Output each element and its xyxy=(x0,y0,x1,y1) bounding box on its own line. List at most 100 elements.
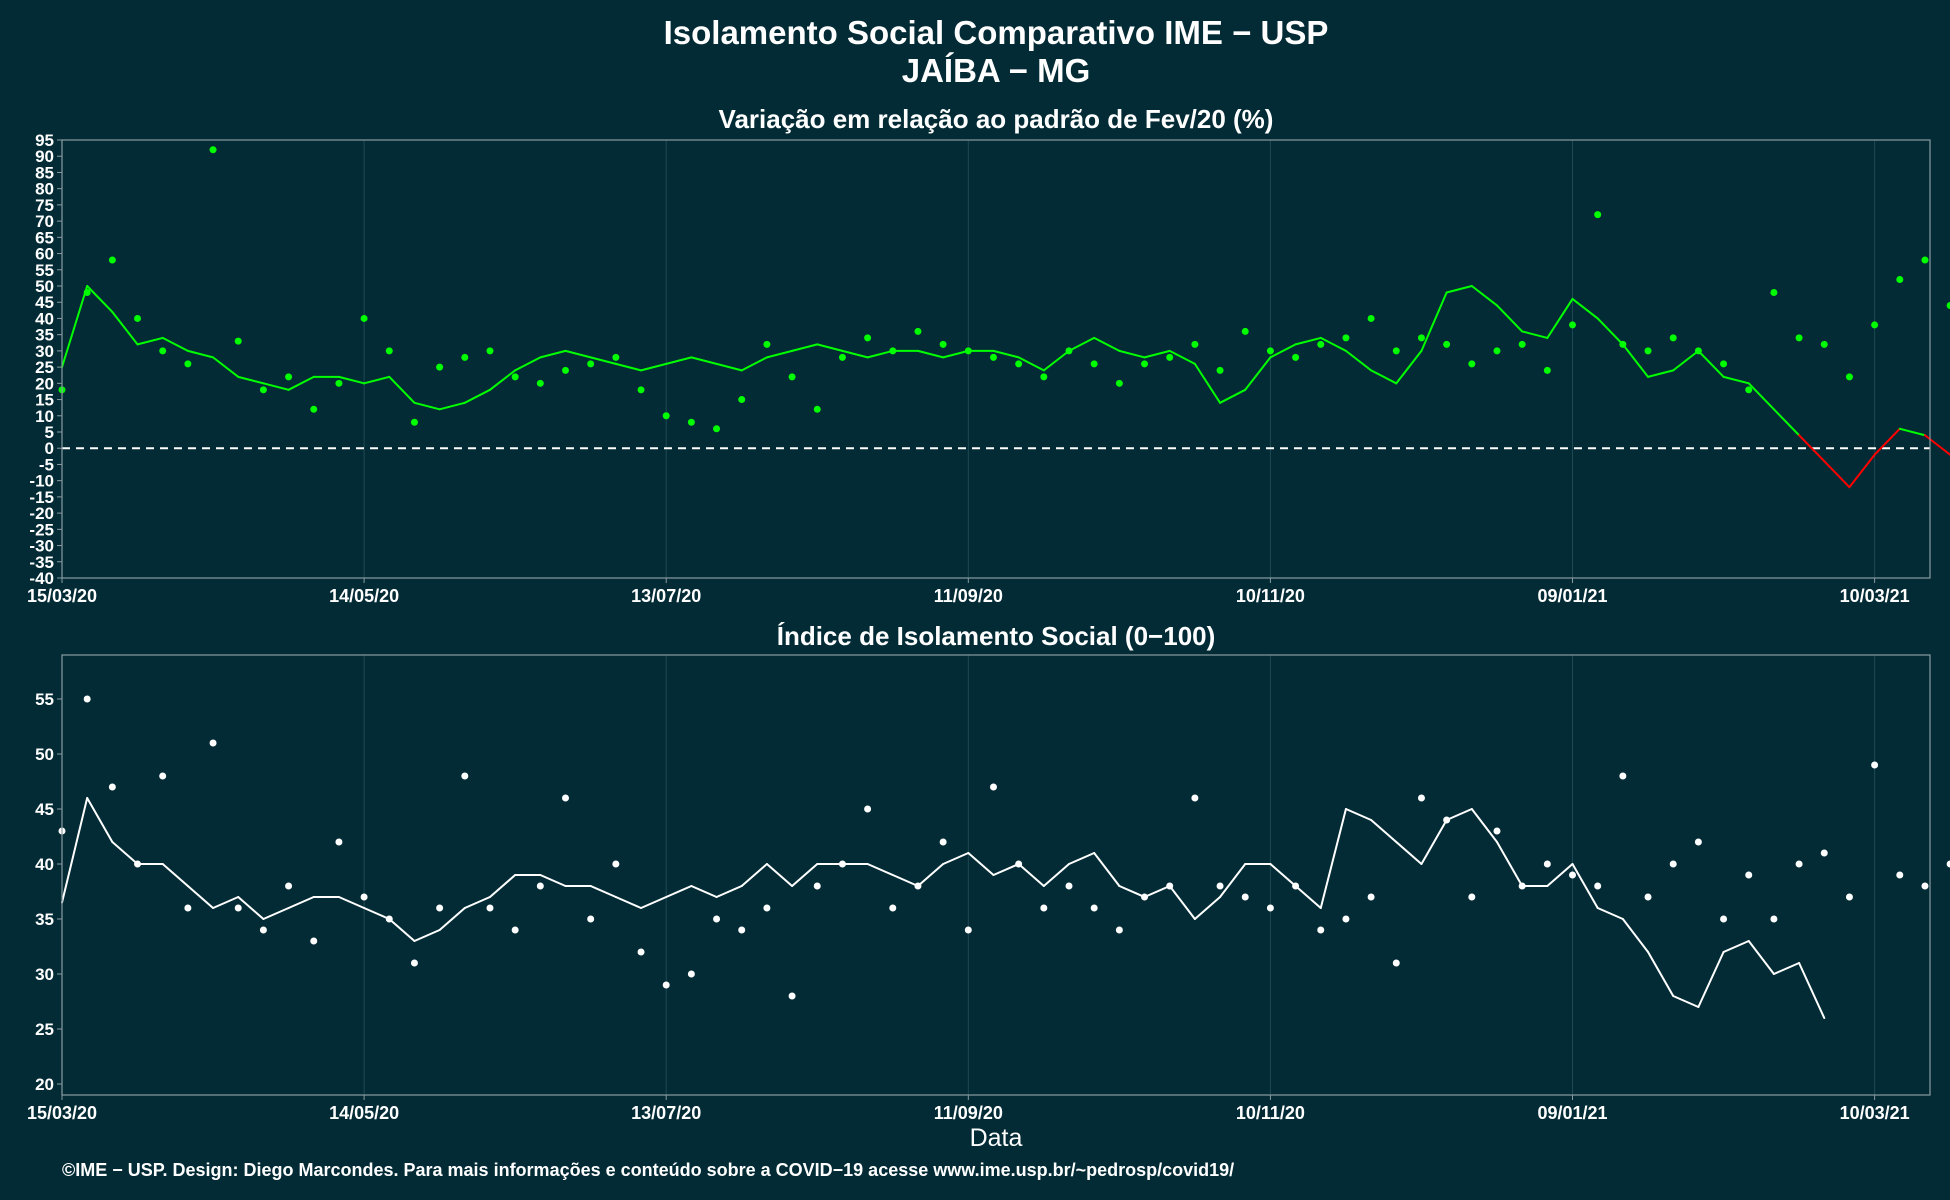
bottom-moving-average-segment xyxy=(690,885,718,898)
bottom-data-point xyxy=(1745,871,1753,879)
top-y-tick-label: -25 xyxy=(29,520,54,539)
top-moving-average-segment xyxy=(186,349,215,359)
top-moving-average-segment xyxy=(1672,349,1700,372)
top-y-tick-label: 70 xyxy=(35,212,54,231)
top-moving-average-segment xyxy=(413,401,441,411)
bottom-data-point xyxy=(1115,926,1123,934)
top-x-tick-label: 11/09/20 xyxy=(934,586,1003,606)
bottom-y-tick-label: 55 xyxy=(35,690,54,709)
bottom-data-point xyxy=(1594,882,1602,890)
top-moving-average-segment xyxy=(488,369,517,391)
top-moving-average-segment xyxy=(740,356,768,372)
top-data-point xyxy=(360,314,368,322)
top-moving-average-segment xyxy=(237,375,265,385)
top-y-tick-label: 30 xyxy=(35,342,54,361)
top-moving-average-segment xyxy=(363,375,391,385)
bottom-moving-average-segment xyxy=(1370,819,1398,843)
top-data-point xyxy=(1367,314,1375,322)
bottom-moving-average-segment xyxy=(1647,951,1675,997)
top-moving-average-segment xyxy=(1269,343,1297,359)
bottom-moving-average-segment xyxy=(614,896,643,909)
top-moving-average-segment xyxy=(1370,369,1398,385)
top-data-point xyxy=(511,373,519,381)
bottom-data-point xyxy=(335,838,343,846)
top-moving-average-segment xyxy=(1470,285,1498,307)
bottom-moving-average-segment xyxy=(161,863,189,887)
top-y-tick-label: 80 xyxy=(35,180,54,199)
top-moving-average-segment xyxy=(1596,317,1624,346)
top-moving-average-segment xyxy=(86,285,114,313)
bottom-moving-average-segment xyxy=(740,863,768,887)
top-data-point xyxy=(108,256,116,264)
bottom-moving-average-segment xyxy=(1168,885,1196,920)
bottom-data-point xyxy=(1770,915,1778,923)
bottom-data-point xyxy=(964,926,972,934)
bottom-moving-average-segment xyxy=(1143,885,1171,898)
top-data-point xyxy=(637,386,645,394)
top-data-point xyxy=(1770,288,1778,296)
top-moving-average-segment xyxy=(1219,388,1247,404)
bottom-data-point xyxy=(939,838,947,846)
top-data-point xyxy=(1720,360,1728,368)
top-data-point xyxy=(536,379,544,387)
top-x-tick-label: 09/01/21 xyxy=(1537,586,1607,606)
bottom-data-point xyxy=(1644,893,1652,901)
bottom-moving-average-segment xyxy=(287,896,315,909)
bottom-moving-average-segment xyxy=(640,896,668,909)
top-moving-average-segment xyxy=(1395,349,1423,385)
top-moving-average-segment xyxy=(1168,349,1196,365)
bottom-panel-title: Índice de Isolamento Social (0−100) xyxy=(777,621,1216,651)
bottom-data-point xyxy=(637,948,645,956)
top-moving-average-segment xyxy=(916,349,945,359)
top-data-point xyxy=(184,360,192,368)
bottom-moving-average-segment xyxy=(715,885,743,898)
bottom-moving-average-segment xyxy=(1621,918,1650,953)
top-moving-average-segment xyxy=(1042,349,1071,372)
bottom-moving-average-segment xyxy=(916,863,945,887)
top-data-point xyxy=(436,363,444,371)
bottom-moving-average-segment xyxy=(413,929,441,942)
top-moving-average-segment xyxy=(614,362,643,372)
bottom-data-point xyxy=(209,739,217,747)
top-data-point xyxy=(612,353,620,361)
top-moving-average-segment xyxy=(1571,297,1599,320)
bottom-data-point xyxy=(1543,860,1551,868)
top-panel: 15/03/20 14/05/20 13/07/20 11/09/20 10/11/20… xyxy=(27,131,1950,606)
top-data-point xyxy=(1896,276,1904,284)
bottom-data-point xyxy=(889,904,897,912)
bottom-moving-average-segment xyxy=(86,797,114,843)
top-data-point xyxy=(813,405,821,413)
top-moving-average-segment xyxy=(1093,336,1121,352)
bottom-data-point xyxy=(234,904,242,912)
bottom-data-point xyxy=(1493,827,1501,835)
bottom-data-point xyxy=(536,882,544,890)
top-y-tick-label: 40 xyxy=(35,309,54,328)
top-moving-average-segment xyxy=(1017,356,1045,372)
bottom-moving-average-segment xyxy=(1395,841,1423,865)
top-moving-average-segment xyxy=(1143,349,1171,359)
top-plot-frame xyxy=(61,139,1931,579)
bottom-moving-average-segment xyxy=(186,885,215,909)
bottom-moving-average-segment xyxy=(1747,940,1775,975)
top-data-point xyxy=(1342,334,1350,342)
bottom-moving-average-segment xyxy=(866,863,894,876)
top-data-point xyxy=(285,373,293,381)
top-y-tick-label: -30 xyxy=(29,537,54,556)
bottom-y-tick-label: 45 xyxy=(35,800,54,819)
top-moving-average-segment xyxy=(866,349,894,359)
bottom-moving-average-segment xyxy=(363,907,391,920)
top-moving-average-segment xyxy=(816,343,844,352)
top-data-point xyxy=(788,373,796,381)
bottom-moving-average-segment xyxy=(1319,808,1347,909)
top-data-point xyxy=(410,418,418,426)
top-moving-average-segment xyxy=(1521,330,1549,339)
top-data-point xyxy=(1216,366,1224,374)
bottom-data-point xyxy=(259,926,267,934)
top-data-point xyxy=(1468,360,1476,368)
top-moving-average-segment xyxy=(287,375,315,391)
bottom-x-tick-label: 14/05/20 xyxy=(329,1103,399,1123)
bottom-data-point xyxy=(184,904,192,912)
bottom-moving-average-segment xyxy=(337,896,366,909)
